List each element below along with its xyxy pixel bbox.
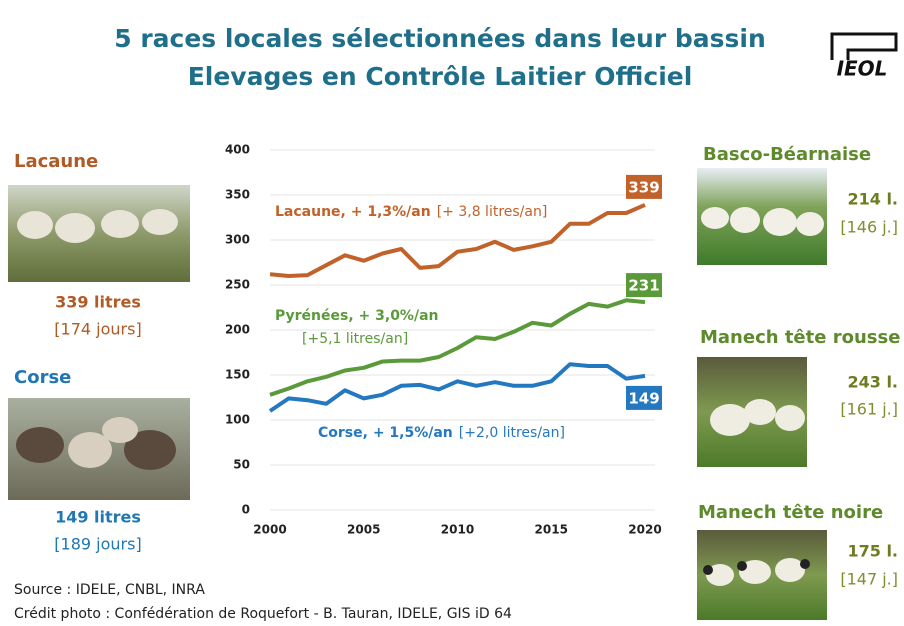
breed-name: Manech tête noire: [698, 502, 883, 523]
photo: [8, 398, 190, 500]
y-tick-label: 400: [225, 143, 250, 157]
series-annotation: Pyrénées, + 3,0%/an: [275, 308, 439, 324]
series-name: Corse, + 1,5%/an: [318, 425, 453, 441]
breed-days: [161 j.]: [840, 400, 898, 419]
breed-yield: 214 l.: [847, 190, 898, 209]
breed-days: [189 jours]: [54, 535, 141, 554]
credit: Crédit photo : Confédération de Roquefor…: [14, 606, 512, 622]
photo: [8, 185, 190, 282]
breed-name: Corse: [14, 367, 71, 388]
x-tick-label: 2015: [535, 523, 568, 537]
breed-name: Basco-Béarnaise: [703, 144, 871, 165]
x-tick-label: 2000: [253, 523, 286, 537]
x-tick-label: 2020: [628, 523, 661, 537]
title-line: 5 races locales sélectionnées dans leur …: [114, 24, 766, 53]
slide: 5 races locales sélectionnées dans leur …: [0, 0, 904, 626]
series-note: [+ 3,8 litres/an]: [437, 204, 548, 220]
logo-text: IEOL: [837, 57, 888, 81]
y-tick-label: 350: [225, 188, 250, 202]
series-annotation: Corse, + 1,5%/an [+2,0 litres/an]: [318, 425, 565, 441]
series-note: [+5,1 litres/an]: [302, 331, 408, 347]
value-label: 339: [628, 178, 659, 196]
y-tick-label: 50: [233, 458, 250, 472]
value-label: 231: [628, 277, 659, 295]
photo: [697, 357, 807, 467]
series-line: [270, 364, 645, 411]
y-tick-label: 0: [242, 503, 250, 517]
x-tick-label: 2010: [441, 523, 474, 537]
source: Source : IDELE, CNBL, INRA: [14, 582, 205, 598]
series-note: [+2,0 litres/an]: [459, 425, 565, 441]
y-tick-label: 150: [225, 368, 250, 382]
photo: [697, 168, 827, 265]
series-annotation: Lacaune, + 1,3%/an [+ 3,8 litres/an]: [275, 204, 547, 220]
breed-yield: 243 l.: [847, 373, 898, 392]
y-tick-label: 100: [225, 413, 250, 427]
series-name: Lacaune, + 1,3%/an: [275, 204, 431, 220]
y-tick-label: 200: [225, 323, 250, 337]
breed-name: Lacaune: [14, 151, 98, 172]
title-line: Elevages en Contrôle Laitier Officiel: [188, 62, 693, 91]
series-name: Pyrénées, + 3,0%/an: [275, 308, 439, 324]
value-label: 149: [628, 389, 659, 407]
photo: [697, 530, 827, 620]
chart: 0 50 100 150 200 250 300 350 400 2000 2005 2010 2015…: [225, 143, 662, 537]
breed-name: Manech tête rousse: [700, 327, 900, 348]
breed-yield: 175 l.: [847, 542, 898, 561]
breed-yield: 149 litres: [55, 508, 141, 527]
breed-yield: 339 litres: [55, 293, 141, 312]
y-tick-label: 300: [225, 233, 250, 247]
breed-days: [146 j.]: [840, 218, 898, 237]
y-tick-label: 250: [225, 278, 250, 292]
breed-days: [147 j.]: [840, 570, 898, 589]
x-tick-label: 2005: [347, 523, 380, 537]
logo: IEOL: [832, 34, 896, 81]
breed-days: [174 jours]: [54, 320, 141, 339]
